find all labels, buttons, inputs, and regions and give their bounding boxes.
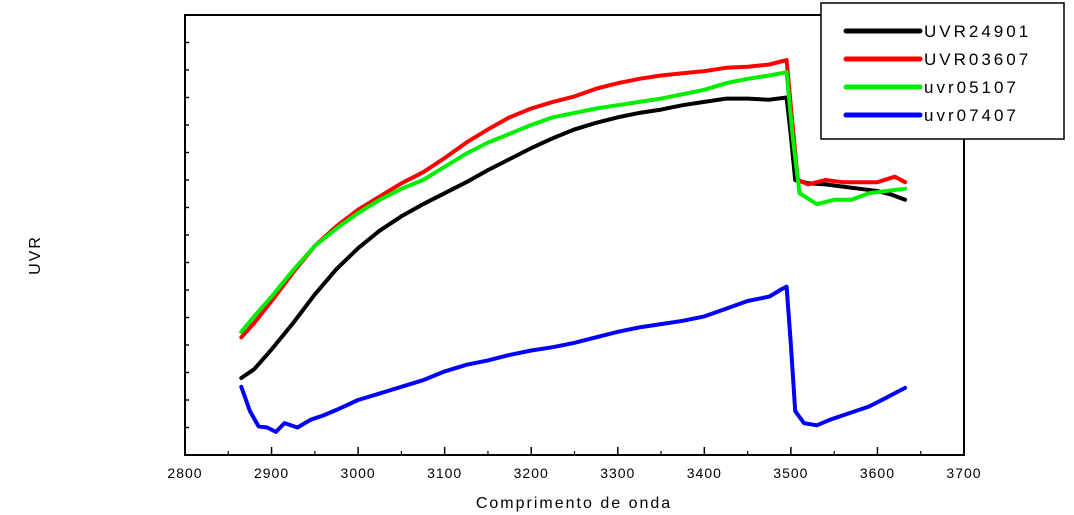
x-tick-label: 2800 (167, 465, 202, 481)
legend-label-uvr24901: UVR24901 (924, 22, 1031, 41)
legend-label-uvr07407: uvr07407 (924, 106, 1019, 125)
series-line-uvr05107 (239, 70, 908, 334)
x-tick-label: 3700 (946, 465, 981, 481)
x-tick-label: 3000 (341, 465, 376, 481)
x-tick-label: 3100 (427, 465, 462, 481)
x-tick-label: 3400 (687, 465, 722, 481)
x-tick-label: 3500 (773, 465, 808, 481)
legend: UVR24901 UVR03607 uvr05107 uvr07407 (820, 2, 1065, 140)
y-axis-label: UVR (27, 235, 44, 275)
legend-label-uvr05107: uvr05107 (924, 78, 1019, 97)
series-line-uvr03607 (239, 58, 908, 340)
plot-frame (184, 14, 965, 456)
x-tick-label: 3300 (600, 465, 635, 481)
legend-label-uvr03607: UVR03607 (924, 50, 1031, 69)
series-lines (239, 58, 908, 434)
x-tick-label: 3200 (514, 465, 549, 481)
axis-ticks: 2800 2900 3000 3100 3200 3300 3400 3500 3600 3700 (167, 14, 981, 481)
series-line-uvr07407 (239, 284, 908, 434)
x-tick-label: 2900 (254, 465, 289, 481)
x-axis-label: Comprimento de onda (476, 495, 672, 512)
x-tick-label: 3600 (860, 465, 895, 481)
series-line-uvr24901 (239, 95, 908, 380)
